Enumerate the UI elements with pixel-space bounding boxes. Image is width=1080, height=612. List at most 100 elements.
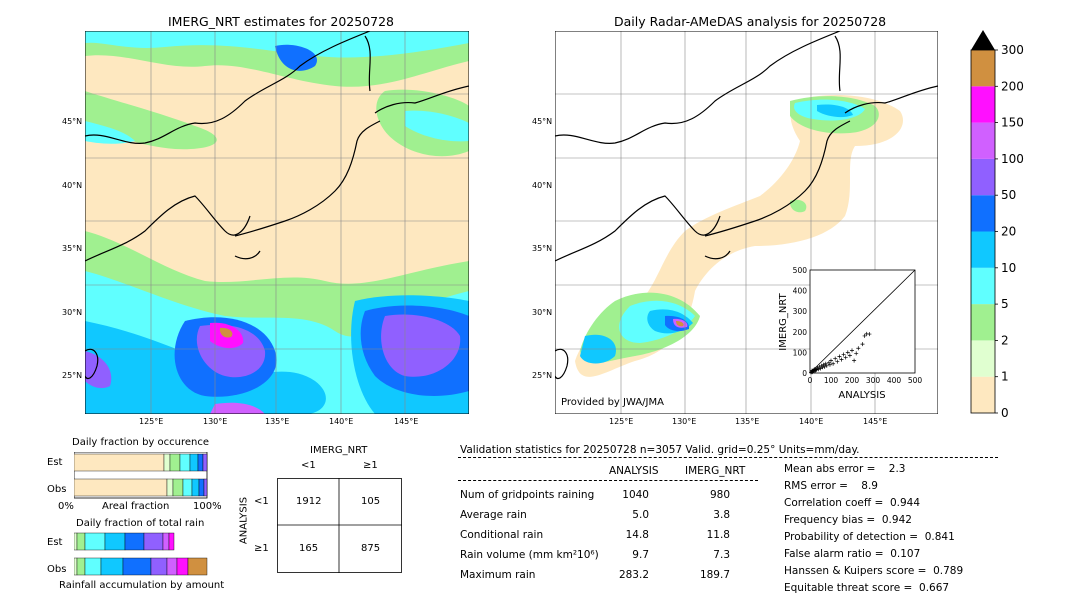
- contingency-row-lt1: <1: [254, 496, 269, 507]
- colorbar-label: 2: [1001, 333, 1009, 347]
- colorbar-block: [971, 376, 995, 413]
- total-row-obs: Obs: [47, 564, 67, 575]
- colorbar-block: [971, 122, 995, 159]
- occurrence-bars: [74, 452, 208, 499]
- scatter-point: [852, 358, 857, 363]
- left-map-title: IMERG_NRT estimates for 20250728: [168, 14, 395, 29]
- lat-tick: 25°N: [532, 371, 553, 381]
- contingency-row-title: ANALYSIS: [238, 496, 250, 545]
- validation-header: Validation statistics for 20250728 n=305…: [460, 444, 860, 456]
- left-lat-ticks: 45°N 40°N 35°N 30°N 25°N: [62, 90, 82, 408]
- colorbar-label: 0: [1001, 406, 1009, 420]
- scatter-point: [829, 358, 833, 363]
- lat-tick: 25°N: [62, 371, 83, 381]
- right-map-title: Daily Radar-AMeDAS analysis for 20250728: [614, 14, 887, 29]
- colorbar-label: 200: [1001, 79, 1024, 93]
- occurrence-obs-bar: [74, 478, 208, 497]
- right-lon-ticks: 125°E 130°E 135°E 140°E 145°E: [0, 417, 1080, 429]
- occurrence-est-bar: [74, 453, 208, 472]
- scatter-xtick: 0: [808, 376, 813, 385]
- left-lon-ticks: 125°E 130°E 135°E 140°E 145°E: [0, 417, 1080, 429]
- scatter-xtick: 300: [866, 376, 881, 385]
- validation-row-label: Num of gridpoints raining: [460, 489, 595, 501]
- right-map: [555, 31, 938, 414]
- validation-row-imerg: 980: [709, 489, 730, 501]
- validation-row-imerg: 3.8: [713, 509, 730, 521]
- scatter-point: [835, 359, 840, 364]
- lat-tick: 45°N: [532, 117, 553, 126]
- validation-score: Frequency bias = 0.942: [784, 514, 912, 526]
- validation-row-imerg: 189.7: [699, 569, 730, 581]
- occurrence-axis-left: 0%: [58, 501, 74, 512]
- validation-col-imerg: IMERG_NRT: [685, 465, 746, 477]
- scatter-point: [854, 351, 859, 356]
- lat-tick: 30°N: [532, 307, 553, 317]
- occurrence-title: Daily fraction by occurence: [72, 437, 210, 448]
- validation-row-analysis: 9.7: [632, 549, 649, 561]
- colorbar-label: 5: [1001, 297, 1009, 311]
- colorbar-block: [971, 304, 995, 341]
- scatter-ytick: 100: [793, 348, 808, 357]
- contingency-cell: 165: [299, 543, 319, 554]
- scatter-plot: 00 100 100 200 200 300 300 400 400 500 500 ANALYSI…: [778, 266, 922, 401]
- scatter-point: [839, 357, 844, 362]
- contingency-cell: 875: [361, 543, 381, 554]
- validation-score: RMS error = 8.9: [784, 480, 878, 492]
- validation-score: Equitable threat score = 0.667: [784, 582, 950, 594]
- scatter-point: [820, 365, 825, 370]
- scatter-point: [862, 333, 867, 338]
- validation-divider: [458, 457, 998, 458]
- contingency-col-ge1: ≥1: [363, 460, 378, 471]
- scatter-xtick: 100: [824, 376, 839, 385]
- scatter-point: [818, 366, 823, 371]
- colorbar-label: 300: [1001, 43, 1024, 57]
- lon-tick: 145°E: [394, 417, 419, 426]
- scatter-point: [850, 348, 854, 353]
- scatter-ytick: 0: [802, 369, 807, 378]
- validation-row-analysis: 283.2: [618, 569, 649, 581]
- scatter-xtick: 200: [845, 376, 860, 385]
- validation-row-analysis: 14.8: [625, 529, 649, 541]
- scatter-point: [821, 362, 826, 367]
- colorbar-extend-arrow: [971, 30, 995, 50]
- contingency-row-ge1: ≥1: [254, 543, 269, 554]
- lon-tick: 130°E: [203, 417, 228, 426]
- scatter-point: [845, 350, 850, 355]
- colorbar-label: 20: [1001, 225, 1016, 239]
- validation-row-label: Conditional rain: [460, 529, 544, 541]
- lat-tick: 45°N: [62, 117, 83, 126]
- lat-tick: 35°N: [532, 244, 553, 254]
- left-map: [85, 31, 469, 414]
- colorbar-block: [971, 195, 995, 232]
- colorbar-block: [971, 267, 995, 305]
- scatter-xtick: 400: [887, 376, 902, 385]
- scatter-point: [867, 332, 872, 337]
- right-map-coastlines: [555, 31, 938, 380]
- occurrence-row-est: Est: [47, 457, 63, 468]
- scatter-point: [827, 362, 832, 367]
- total-obs-bar: [74, 557, 208, 576]
- lon-tick: 125°E: [609, 417, 634, 426]
- validation-row-label: Maximum rain: [460, 569, 536, 581]
- validation-row-analysis: 1040: [622, 489, 649, 501]
- lon-tick: 125°E: [139, 417, 164, 426]
- scatter-ytick: 400: [793, 287, 808, 296]
- lon-tick: 135°E: [735, 417, 760, 426]
- validation-row-analysis: 5.0: [632, 509, 649, 521]
- occurrence-axis-mid: Areal fraction: [102, 501, 170, 512]
- total-title: Daily fraction of total rain: [76, 518, 205, 529]
- contingency-cell: 105: [361, 496, 381, 507]
- total-est-bar: [74, 532, 175, 551]
- lat-tick: 35°N: [62, 244, 83, 254]
- occurrence-axis-right: 100%: [193, 501, 222, 512]
- contingency-grid: [277, 478, 402, 573]
- scatter-ytick: 300: [793, 307, 808, 316]
- validation-score: Mean abs error = 2.3: [784, 463, 906, 475]
- lon-tick: 140°E: [799, 417, 824, 426]
- scatter-point: [833, 356, 838, 361]
- colorbar-block: [971, 86, 995, 123]
- scatter-point: [822, 364, 827, 369]
- occurrence-row-obs: Obs: [47, 484, 67, 495]
- scatter-point: [831, 361, 836, 366]
- lon-tick: 145°E: [863, 417, 888, 426]
